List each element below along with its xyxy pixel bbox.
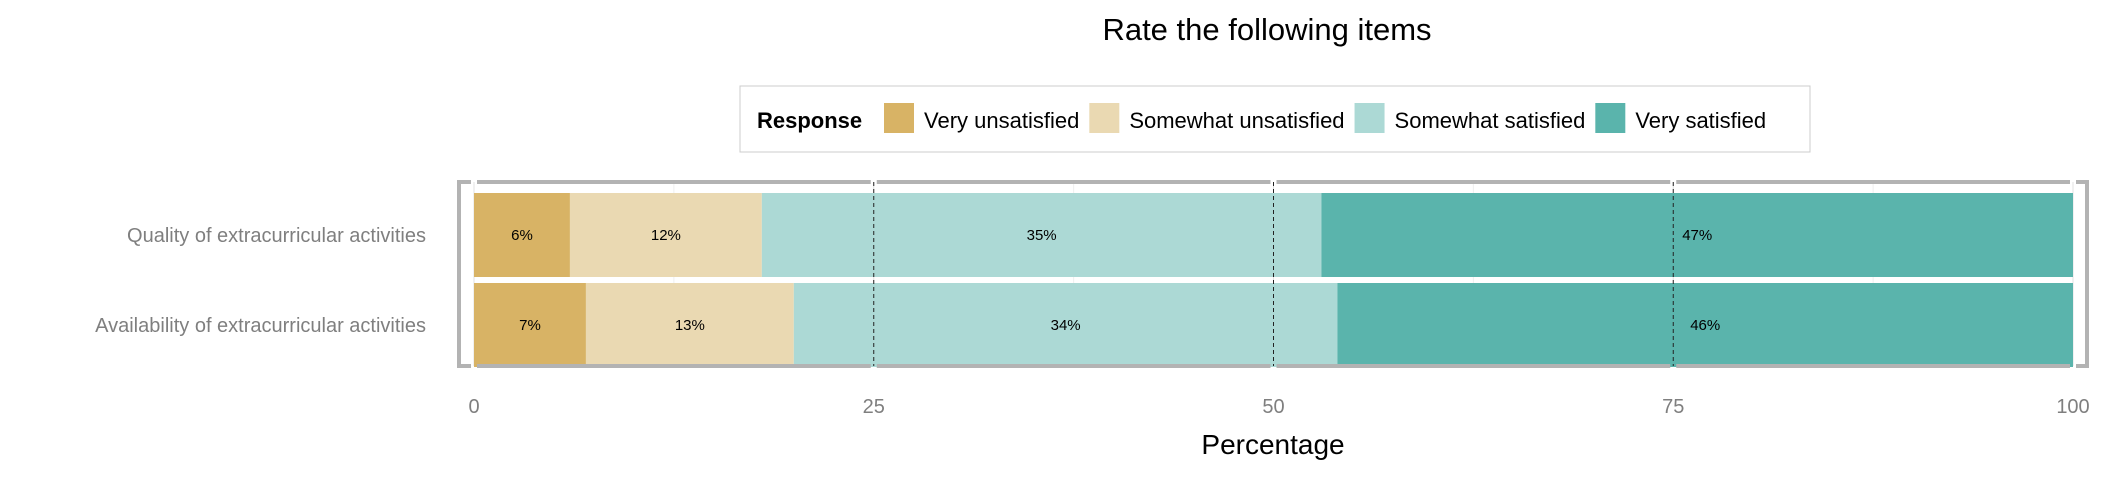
bar-segment <box>1321 193 2073 277</box>
bar-segment <box>761 193 1322 277</box>
bar-segment <box>793 283 1338 367</box>
bar-value-label: 35% <box>1027 227 1057 244</box>
bar-value-label: 6% <box>511 227 533 244</box>
x-tick-label: 75 <box>1662 396 1684 418</box>
legend-label: Very satisfied <box>1635 108 1766 133</box>
bar-value-label: 47% <box>1682 227 1712 244</box>
x-axis-title: Percentage <box>1201 429 1344 460</box>
bar-segment <box>1337 283 2073 367</box>
legend-box <box>739 85 1811 153</box>
legend-swatch <box>1089 103 1120 133</box>
x-axis-ticks: 0 25 50 75 100 <box>468 396 2089 418</box>
x-tick-label: 50 <box>1262 396 1284 418</box>
category-labels: Quality of extracurricular activities Ava… <box>95 225 426 337</box>
x-tick-label: 0 <box>468 396 479 418</box>
legend: Response Very unsatisfied Somewhat unsati… <box>739 85 1811 153</box>
chart-title: Rate the following items <box>1102 12 1431 47</box>
bar-segment <box>474 283 586 367</box>
bar-value-label: 13% <box>675 317 705 334</box>
bar-value-label: 12% <box>651 227 681 244</box>
plot-area: 6% 12% 35% 47% 7% 13% 34% 46% <box>457 180 2089 368</box>
x-tick-label: 100 <box>2056 396 2089 418</box>
bar-value-label: 7% <box>519 317 541 334</box>
legend-label: Very unsatisfied <box>924 108 1079 133</box>
category-label: Availability of extracurricular activiti… <box>95 315 426 337</box>
category-label: Quality of extracurricular activities <box>127 225 426 247</box>
legend-label: Somewhat satisfied <box>1395 108 1586 133</box>
legend-title: Response <box>757 108 862 133</box>
bar-segment <box>569 193 762 277</box>
legend-swatch <box>1354 103 1385 133</box>
bar-segment <box>474 193 570 277</box>
legend-swatch <box>1595 103 1626 133</box>
bar-value-label: 34% <box>1051 317 1081 334</box>
bar-value-label: 46% <box>1690 317 1720 334</box>
legend-label: Somewhat unsatisfied <box>1129 108 1344 133</box>
bar-segment <box>585 283 794 367</box>
x-tick-label: 25 <box>863 396 885 418</box>
legend-swatch <box>884 103 914 133</box>
